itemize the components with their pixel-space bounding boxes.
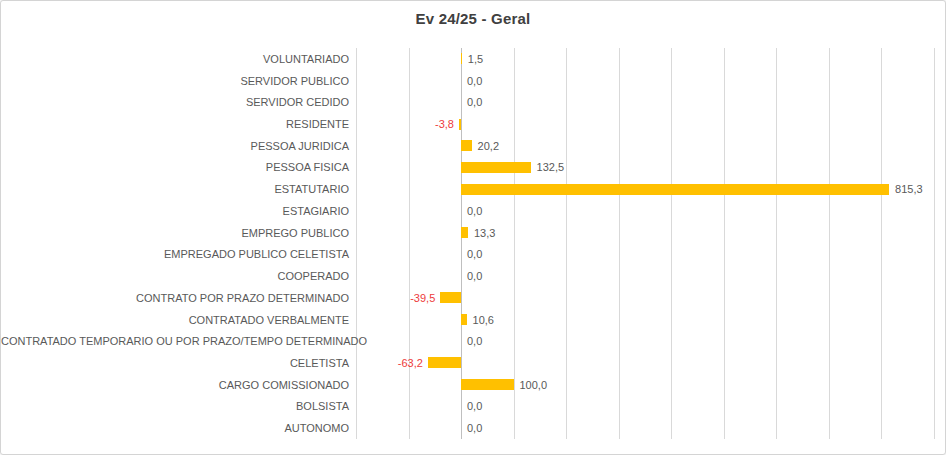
value-label: 0,0 <box>467 74 482 88</box>
category-label: ESTAGIARIO <box>1 204 349 218</box>
category-label: CONTRATADO VERBALMENTE <box>1 313 349 327</box>
gridline <box>776 48 777 439</box>
bar <box>440 292 461 303</box>
bar <box>461 227 468 238</box>
bar <box>428 357 461 368</box>
value-label: 0,0 <box>467 334 482 348</box>
value-label: 13,3 <box>474 226 495 240</box>
bar <box>461 53 462 64</box>
category-label: CONTRATADO TEMPORARIO OU POR PRAZO/TEMPO… <box>1 334 349 348</box>
bar <box>461 184 889 195</box>
category-label: EMPREGADO PUBLICO CELETISTA <box>1 247 349 261</box>
bar <box>461 162 531 173</box>
value-label: 132,5 <box>537 160 565 174</box>
gridline <box>881 48 882 439</box>
category-label: CONTRATO POR PRAZO DETERMINADO <box>1 291 349 305</box>
value-label: -63,2 <box>398 356 423 370</box>
value-label: -3,8 <box>435 117 454 131</box>
category-label: PESSOA JURIDICA <box>1 139 349 153</box>
value-label: 0,0 <box>467 399 482 413</box>
category-label: CELETISTA <box>1 356 349 370</box>
category-label: PESSOA FISICA <box>1 160 349 174</box>
gridline <box>829 48 830 439</box>
gridline <box>356 48 357 439</box>
bar <box>461 379 514 390</box>
plot-area: VOLUNTARIADO 1,5 SERVIDOR PUBLICO 0,0 SERVID… <box>1 1 946 455</box>
bar <box>461 314 467 325</box>
category-label: BOLSISTA <box>1 399 349 413</box>
gridline <box>724 48 725 439</box>
gridline <box>409 48 410 439</box>
category-label: SERVIDOR PUBLICO <box>1 74 349 88</box>
value-label: 0,0 <box>467 204 482 218</box>
category-label: VOLUNTARIADO <box>1 52 349 66</box>
category-label: AUTONOMO <box>1 421 349 435</box>
gridline <box>934 48 935 439</box>
bar <box>461 140 472 151</box>
gridline <box>671 48 672 439</box>
value-label: 0,0 <box>467 247 482 261</box>
category-label: RESIDENTE <box>1 117 349 131</box>
bar <box>459 119 461 130</box>
category-label: ESTATUTARIO <box>1 182 349 196</box>
category-label: COOPERADO <box>1 269 349 283</box>
category-label: CARGO COMISSIONADO <box>1 378 349 392</box>
value-label: 20,2 <box>478 139 499 153</box>
value-label: 815,3 <box>895 182 923 196</box>
value-label: 10,6 <box>473 313 494 327</box>
value-label: 0,0 <box>467 95 482 109</box>
category-label: EMPREGO PUBLICO <box>1 226 349 240</box>
value-label: 1,5 <box>468 52 483 66</box>
value-label: 0,0 <box>467 421 482 435</box>
value-label: 100,0 <box>520 378 548 392</box>
value-label: 0,0 <box>467 269 482 283</box>
category-label: SERVIDOR CEDIDO <box>1 95 349 109</box>
gridline <box>514 48 515 439</box>
gridline <box>619 48 620 439</box>
value-label: -39,5 <box>410 291 435 305</box>
gridline <box>566 48 567 439</box>
chart-container: Ev 24/25 - Geral VOLUNTARIADO1,5SERVIDOR… <box>0 0 946 455</box>
